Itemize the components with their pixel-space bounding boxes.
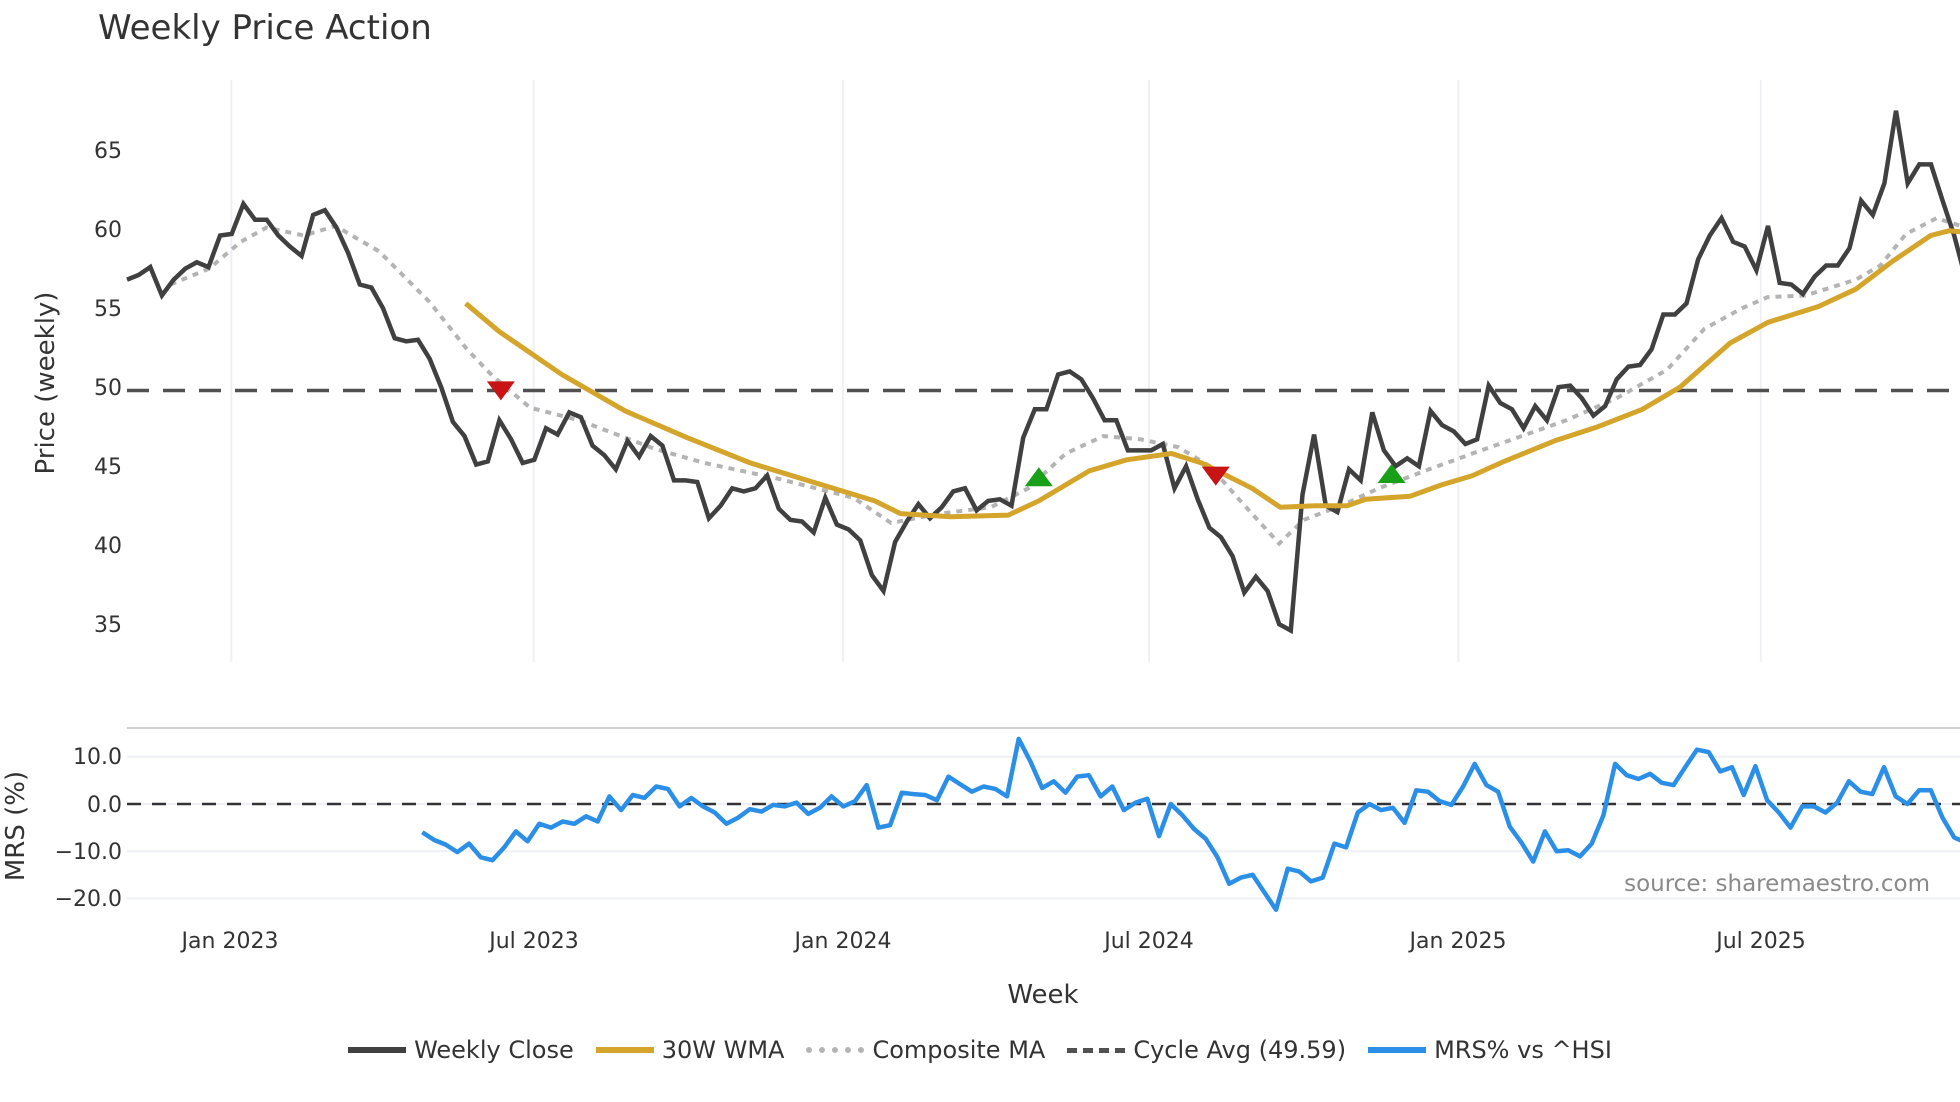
source-watermark: source: sharemaestro.com (1624, 871, 1930, 897)
mrs-swatch-icon (1368, 1047, 1427, 1053)
price-tick-65: 65 (94, 139, 122, 164)
price-axis-label: Price (weekly) (31, 292, 61, 475)
sell-signal-marker-icon (486, 381, 515, 401)
price-tick-45: 45 (94, 455, 122, 480)
price-tick-50: 50 (94, 376, 122, 401)
legend-label: Cycle Avg (49.59) (1133, 1036, 1347, 1064)
composite-ma-line (169, 215, 1960, 547)
chart-title: Weekly Price Action (98, 8, 432, 48)
legend-label: MRS% vs ^HSI (1434, 1036, 1612, 1064)
x-tick-jul-2024: Jul 2024 (1102, 929, 1194, 954)
legend-item-30w-wma[interactable]: 30W WMA (595, 1036, 785, 1064)
x-tick-jan-2023: Jan 2023 (180, 929, 279, 954)
x-tick-jan-2025: Jan 2025 (1408, 929, 1507, 954)
wma-swatch-icon (595, 1047, 654, 1053)
mrs-tick-10: 10.0 (73, 745, 122, 770)
sell-signal-marker-icon (1201, 466, 1230, 486)
x-tick-jul-2023: Jul 2023 (487, 929, 579, 954)
price-gridlines (230, 80, 1762, 662)
mrs-line (421, 736, 1960, 912)
composite-ma-swatch-icon (806, 1047, 865, 1053)
legend-item-composite-ma[interactable]: Composite MA (806, 1036, 1045, 1064)
legend-label: Composite MA (872, 1036, 1046, 1064)
x-axis-label: Week (1007, 980, 1078, 1010)
wma-line (464, 228, 1960, 520)
legend: Weekly Close 30W WMA Composite MA Cycle … (0, 1036, 1960, 1064)
mrs-tick-neg20: −20.0 (55, 887, 122, 912)
weekly-close-line (126, 110, 1960, 635)
price-series-layer (126, 110, 1960, 635)
mrs-tick-0: 0.0 (87, 793, 122, 818)
price-tick-60: 60 (94, 218, 122, 243)
chart-canvas: 35 40 45 50 55 60 65 Price (weekly) 10.0… (1, 80, 1960, 1010)
x-tick-jul-2025: Jul 2025 (1714, 929, 1806, 954)
price-tick-40: 40 (94, 534, 122, 559)
buy-signal-marker-icon (1024, 467, 1053, 487)
price-tick-35: 35 (94, 613, 122, 638)
legend-label: Weekly Close (414, 1036, 574, 1064)
mrs-axis-label: MRS (%) (1, 771, 31, 881)
mrs-tick-neg10: −10.0 (55, 840, 122, 865)
legend-item-weekly-close[interactable]: Weekly Close (348, 1036, 574, 1064)
cycle-avg-swatch-icon (1067, 1047, 1126, 1053)
legend-item-mrs[interactable]: MRS% vs ^HSI (1368, 1036, 1612, 1064)
mrs-series-layer (127, 736, 1960, 912)
legend-item-cycle-avg[interactable]: Cycle Avg (49.59) (1067, 1036, 1346, 1064)
weekly-close-swatch-icon (348, 1047, 407, 1053)
legend-label: 30W WMA (661, 1036, 785, 1064)
buy-signal-marker-icon (1377, 464, 1406, 484)
x-tick-jan-2024: Jan 2024 (793, 929, 892, 954)
price-tick-55: 55 (94, 297, 122, 322)
